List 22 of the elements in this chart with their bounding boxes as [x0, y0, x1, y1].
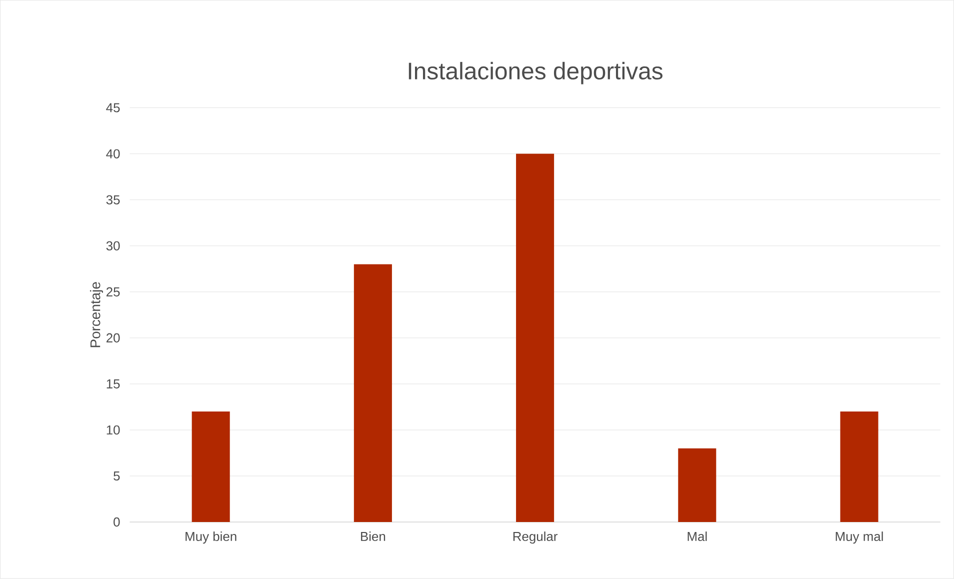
y-tick-label: 40: [106, 149, 120, 158]
x-tick-label: Regular: [513, 532, 558, 544]
y-tick-label: 45: [106, 103, 120, 112]
bar: [840, 412, 878, 522]
y-tick-label: 10: [106, 425, 120, 435]
y-tick-label: 35: [106, 195, 120, 205]
bar: [192, 412, 230, 522]
x-tick-label: Mal: [688, 532, 707, 542]
y-tick-label: 25: [106, 287, 120, 297]
bar: [516, 154, 554, 522]
y-tick-label: 5: [114, 472, 120, 481]
x-tick-label: Muy mal: [836, 532, 883, 544]
y-tick-label: 15: [106, 380, 120, 389]
bar: [354, 264, 392, 522]
y-tick-label: 20: [106, 333, 120, 343]
x-tick-label: Bien: [361, 532, 386, 542]
y-tick-label: 30: [106, 241, 120, 251]
y-tick-label: 0: [114, 518, 120, 527]
y-axis-title: Porcentaje: [90, 282, 104, 348]
chart-title: Instalaciones deportivas: [408, 62, 662, 84]
bar: [678, 448, 716, 522]
x-tick-label: Muy bien: [186, 532, 236, 544]
